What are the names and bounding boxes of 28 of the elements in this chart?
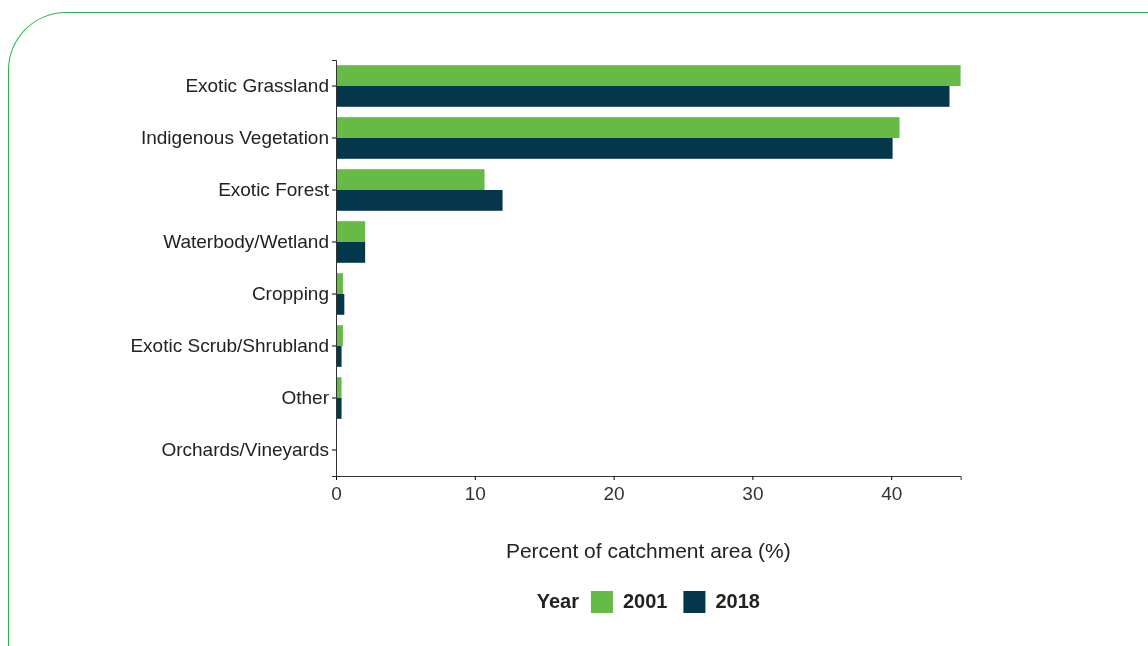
legend-title: Year [536,590,580,612]
bar [336,377,342,398]
y-tick-label: Indigenous Vegetation [140,127,329,149]
bar [336,86,950,107]
x-tick-label: 30 [742,483,764,505]
bar [336,65,961,86]
x-tick-label: 40 [881,483,903,505]
y-tick-label: Waterbody/Wetland [163,231,329,253]
x-tick-label: 10 [464,483,486,505]
bar [336,169,485,190]
y-tick-label: Exotic Grassland [185,75,329,97]
bar [336,346,342,367]
y-tick-label: Orchards/Vineyards [161,439,329,461]
bar [336,221,366,242]
legend-label: 2001 [622,590,668,612]
y-tick-label: Exotic Forest [218,179,330,201]
y-tick-label: Exotic Scrub/Shrubland [130,335,329,357]
bar [336,242,366,263]
bar [336,117,900,138]
bar [336,398,342,419]
x-axis-title: Percent of catchment area (%) [505,539,791,562]
x-tick-label: 0 [331,483,342,505]
bar [336,138,893,159]
legend-label: 2018 [715,590,760,612]
bar [336,190,503,211]
y-tick-label: Other [281,387,330,409]
y-tick-label: Cropping [251,283,329,305]
x-tick-label: 20 [603,483,625,505]
